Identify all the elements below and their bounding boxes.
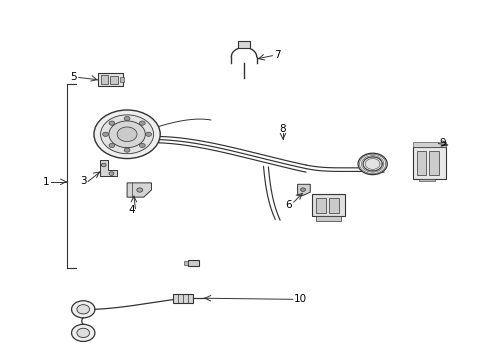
Circle shape [124,148,130,152]
Text: 5: 5 [70,72,77,82]
Bar [101,75,108,84]
Bar [329,198,339,213]
Text: 8: 8 [280,124,286,134]
Text: 3: 3 [80,176,87,186]
Circle shape [300,188,305,192]
Circle shape [102,132,108,136]
Bar [98,73,123,86]
Bar [413,147,446,179]
Circle shape [77,328,90,338]
Text: 9: 9 [440,138,446,148]
Bar [120,77,124,82]
Circle shape [101,163,106,167]
Text: 10: 10 [294,294,307,304]
Polygon shape [127,183,151,197]
Circle shape [109,121,115,125]
Bar [416,151,426,175]
Circle shape [358,153,387,175]
Bar [110,76,118,84]
Bar [316,198,326,213]
Text: 7: 7 [274,50,280,60]
Polygon shape [100,160,117,176]
Circle shape [139,121,145,125]
Circle shape [146,132,151,136]
Bar [413,142,446,147]
Bar [419,179,435,181]
Circle shape [109,121,146,148]
Circle shape [363,157,382,171]
Polygon shape [297,184,310,196]
Bar [184,261,188,265]
Bar [312,194,345,216]
Bar [173,294,194,302]
Circle shape [77,305,90,314]
Bar [188,260,199,266]
Circle shape [137,188,143,192]
Circle shape [100,115,153,154]
Bar [429,151,439,175]
Circle shape [94,110,160,158]
Circle shape [72,301,95,318]
Circle shape [139,143,145,148]
Text: 6: 6 [286,200,292,210]
Bar [238,41,250,48]
Circle shape [72,324,95,342]
Text: 4: 4 [129,205,135,215]
Circle shape [109,172,114,175]
Circle shape [117,127,137,141]
Circle shape [109,143,115,148]
Bar [316,216,342,221]
Circle shape [124,116,130,121]
Text: 1: 1 [43,177,49,187]
